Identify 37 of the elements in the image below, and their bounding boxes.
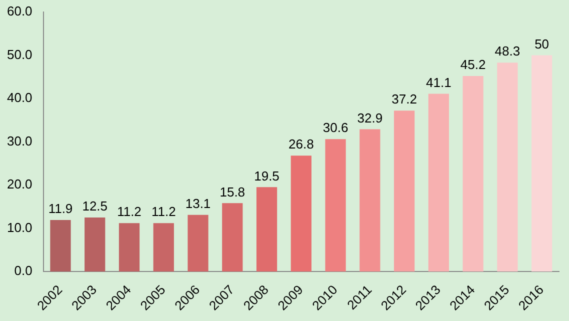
bar [50, 220, 71, 272]
bar [118, 223, 140, 272]
data-label: 11.2 [151, 204, 176, 220]
data-label: 26.8 [288, 136, 314, 152]
data-label: 19.5 [254, 168, 280, 184]
bar [428, 94, 449, 272]
bar [188, 214, 208, 272]
y-tick-label: 10.0 [6, 220, 32, 235]
y-tick-label: 60.0 [6, 4, 32, 19]
bar [531, 55, 552, 272]
data-label: 15.8 [220, 184, 246, 200]
data-label: 41.1 [426, 74, 452, 90]
data-label: 30.6 [322, 120, 348, 136]
data-label: 11.2 [117, 204, 142, 220]
data-label: 50 [534, 36, 550, 52]
bar [325, 139, 346, 272]
data-label: 11.9 [48, 201, 73, 216]
bar [84, 217, 106, 272]
bar [360, 129, 380, 272]
data-label: 13.1 [185, 196, 211, 211]
bar [290, 156, 312, 272]
bar [394, 110, 415, 272]
bar [153, 223, 174, 272]
data-label: 37.2 [392, 92, 417, 107]
y-tick-label: 40.0 [6, 90, 32, 106]
data-label: 12.5 [82, 198, 108, 214]
data-label: 32.9 [357, 110, 383, 126]
data-label: 48.3 [494, 44, 520, 59]
y-tick-label: 20.0 [6, 176, 32, 192]
bar [462, 76, 484, 272]
y-tick-label: 0.0 [14, 263, 32, 278]
bar [256, 187, 278, 272]
y-tick-label: 30.0 [6, 133, 32, 148]
data-label: 45.2 [460, 57, 486, 72]
bar [497, 62, 518, 272]
y-tick-label: 50.0 [6, 46, 32, 62]
bar [222, 203, 243, 272]
